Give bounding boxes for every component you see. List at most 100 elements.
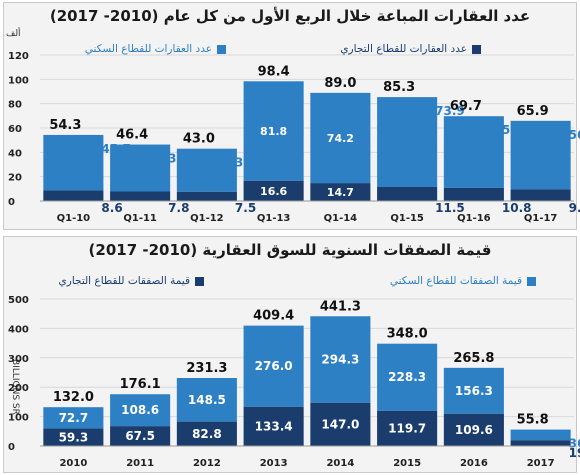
chart-panel-annual: قيمة الصفقات السنوية للسوق العقارية (201… [3, 236, 580, 473]
data-label-total: 54.3 [49, 118, 81, 133]
data-label-total: 89.0 [324, 76, 356, 91]
data-label-commercial: 11.5 [435, 201, 465, 215]
y-tick-label: 80 [8, 100, 22, 111]
legend-label: عدد العقارات للقطاع التجاري [340, 43, 467, 55]
x-tick-label: Q1-15 [390, 213, 424, 224]
bar-commercial [243, 180, 304, 201]
data-label-residential: 156.3 [455, 384, 493, 398]
legend-label: قيمة الصفقات للقطاع التجاري [58, 275, 190, 287]
bar-commercial [510, 440, 571, 446]
y-tick-label: 100 [8, 75, 29, 86]
bar-commercial [377, 410, 438, 446]
legend-swatch-commercial [472, 44, 481, 54]
data-label-commercial: 14.7 [327, 186, 354, 199]
data-label-commercial: 10.8 [502, 201, 532, 215]
x-tick-label: Q1-12 [190, 213, 224, 224]
y-tick-label: 400 [8, 324, 29, 335]
legend-commercial: عدد العقارات للقطاع التجاري [340, 43, 481, 55]
data-label-total: 348.0 [387, 327, 428, 342]
bar-residential [510, 429, 571, 441]
data-label-commercial: 7.8 [168, 201, 189, 215]
bar-commercial [43, 190, 104, 201]
bar-residential [310, 92, 371, 184]
data-label-residential: 294.3 [321, 353, 359, 367]
data-label-residential: 36.4 [569, 437, 580, 451]
bar-commercial [310, 402, 371, 446]
data-label-residential: 148.5 [188, 393, 226, 407]
bar-residential [43, 134, 104, 191]
data-label-residential: 81.8 [260, 125, 287, 138]
legend-residential: قيمة الصفقات للقطاع السكني [390, 275, 536, 287]
bar-residential [510, 120, 571, 190]
bar-residential [243, 325, 304, 407]
bar-residential [310, 316, 371, 403]
bar-residential [176, 148, 237, 192]
data-label-total: 98.4 [258, 64, 290, 79]
y-tick-label: 0 [8, 442, 15, 453]
data-label-commercial: 16.6 [260, 185, 287, 198]
legend-label: قيمة الصفقات للقطاع السكني [389, 275, 522, 287]
bar-commercial [443, 187, 504, 201]
bar-residential [43, 407, 104, 429]
legend-commercial: قيمة الصفقات للقطاع التجاري [59, 275, 204, 287]
data-label-residential: 74.2 [327, 132, 354, 145]
data-label-commercial: 133.4 [255, 419, 293, 433]
bar-residential [443, 116, 504, 188]
bar-commercial [110, 191, 171, 201]
x-tick-label: 2011 [126, 458, 154, 469]
y-unit-label: ألف [6, 29, 21, 39]
x-tick-label: Q1-13 [257, 213, 291, 224]
data-label-commercial: 67.5 [125, 429, 155, 443]
legend-label: عدد العقارات للقطاع السكني [84, 43, 212, 55]
x-tick-label: 2010 [59, 458, 87, 469]
legend-residential: عدد العقارات للقطاع السكني [85, 43, 226, 55]
x-tick-label: 2017 [527, 458, 555, 469]
y-tick-label: 40 [8, 148, 22, 159]
data-label-residential: 72.7 [59, 411, 89, 425]
bar-commercial [243, 406, 304, 446]
legend-swatch-residential [527, 276, 536, 286]
data-label-commercial: 59.3 [59, 430, 89, 444]
y-tick-label: 0 [8, 197, 15, 208]
y-tick-label: 20 [8, 173, 22, 184]
bar-residential [377, 343, 438, 411]
data-label-total: 85.3 [383, 80, 415, 95]
data-label-commercial: 19.5 [569, 446, 580, 460]
x-tick-label: Q1-10 [57, 213, 91, 224]
bar-commercial [510, 189, 571, 201]
data-label-total: 231.3 [186, 361, 227, 376]
bar-commercial [443, 413, 504, 446]
bar-residential [176, 377, 237, 422]
data-label-commercial: 82.8 [192, 427, 222, 441]
data-label-commercial: 9.6 [569, 201, 580, 215]
bar-residential [110, 144, 171, 192]
chart-title: قيمة الصفقات السنوية للسوق العقارية (201… [88, 241, 492, 259]
bar-commercial [176, 191, 237, 201]
bar-residential [110, 394, 171, 427]
x-tick-label: 2015 [393, 458, 421, 469]
data-label-total: 43.0 [183, 132, 215, 147]
data-label-total: 265.8 [453, 351, 494, 366]
chart-title: عدد العقارات المباعة خلال الربع الأول من… [49, 7, 531, 25]
data-label-total: 176.1 [120, 377, 161, 392]
data-label-commercial: 7.5 [235, 201, 256, 215]
x-tick-label: Q1-11 [123, 213, 157, 224]
data-label-residential: 276.0 [255, 359, 293, 373]
bar-commercial [377, 187, 438, 201]
bar-residential [377, 97, 438, 188]
y-tick-label: 500 [8, 295, 29, 306]
chart-panel-quarterly: عدد العقارات المباعة خلال الربع الأول من… [3, 2, 580, 230]
y-tick-label: 300 [8, 354, 29, 365]
y-tick-label: 60 [8, 124, 22, 135]
y-tick-label: 200 [8, 383, 29, 394]
y-tick-label: 100 [8, 413, 29, 424]
data-label-commercial: 147.0 [321, 417, 359, 431]
data-label-residential: 108.6 [121, 403, 159, 417]
bar-commercial [310, 183, 371, 201]
data-label-commercial: 8.6 [101, 201, 122, 215]
data-label-total: 132.0 [53, 390, 94, 405]
chart-plot-annual: 0 100 200 300 400 500 59.3 72.7 132.0 2010 67.5 108… [8, 295, 580, 469]
data-label-residential: 56.3 [569, 128, 580, 142]
legend-swatch-residential [217, 44, 226, 54]
bar-commercial [43, 428, 104, 446]
